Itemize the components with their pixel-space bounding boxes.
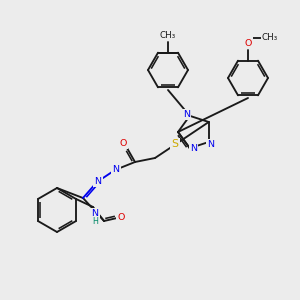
Text: O: O — [119, 139, 127, 148]
Text: S: S — [172, 139, 178, 149]
Text: O: O — [117, 212, 125, 221]
Text: N: N — [112, 164, 119, 173]
Text: O: O — [244, 38, 252, 47]
Text: H: H — [92, 217, 98, 226]
Text: N: N — [207, 140, 214, 149]
Text: N: N — [94, 176, 101, 185]
Text: N: N — [183, 110, 190, 119]
Text: CH₃: CH₃ — [160, 31, 176, 40]
Text: N: N — [190, 144, 197, 153]
Text: CH₃: CH₃ — [262, 34, 278, 43]
Text: N: N — [92, 209, 99, 218]
